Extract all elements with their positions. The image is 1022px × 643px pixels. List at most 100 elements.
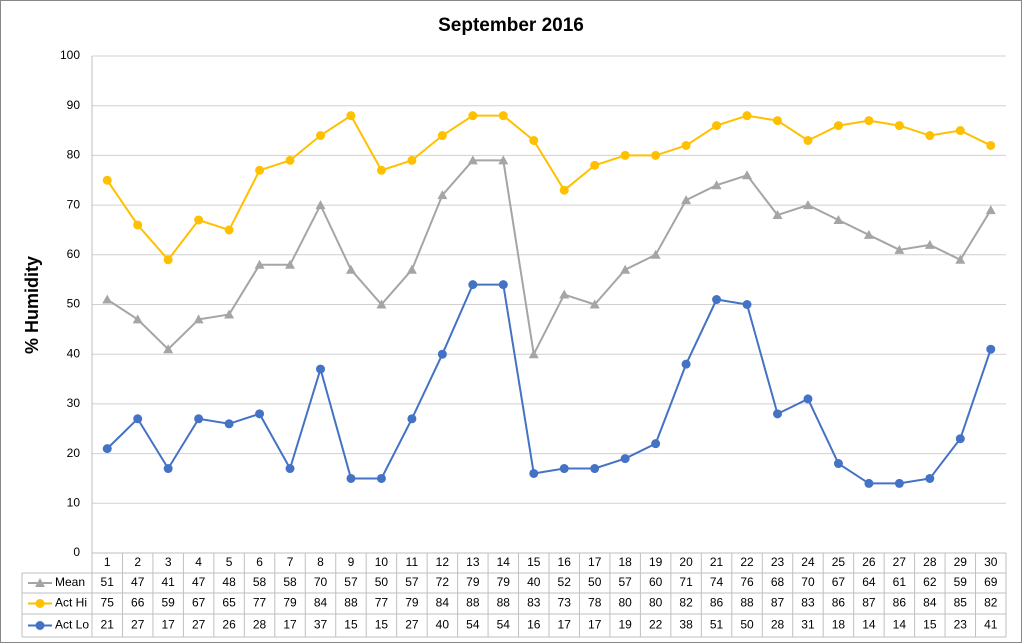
point — [437, 190, 448, 200]
table-value: 31 — [801, 618, 815, 632]
point — [498, 155, 509, 165]
point — [163, 464, 173, 474]
x-tick-label: 10 — [375, 555, 389, 569]
point — [437, 131, 447, 141]
point — [376, 299, 387, 309]
point — [498, 111, 508, 121]
point — [712, 121, 722, 131]
table-value: 37 — [314, 618, 328, 632]
x-tick-label: 5 — [226, 555, 233, 569]
table-value: 87 — [862, 596, 876, 610]
table-value: 28 — [771, 618, 785, 632]
table-value: 23 — [954, 618, 968, 632]
point — [194, 215, 204, 225]
table-value: 67 — [832, 575, 846, 589]
point — [133, 414, 143, 424]
point — [589, 299, 600, 309]
x-tick-label: 7 — [287, 555, 294, 569]
table-value: 84 — [314, 596, 328, 610]
table-value: 80 — [649, 596, 663, 610]
point — [864, 478, 874, 488]
point — [467, 155, 478, 165]
y-tick-label: 10 — [67, 495, 81, 509]
table-value: 67 — [192, 596, 206, 610]
point — [955, 434, 965, 444]
point — [620, 264, 631, 274]
x-tick-label: 20 — [679, 555, 693, 569]
table-value: 57 — [344, 575, 358, 589]
table-value: 17 — [558, 618, 572, 632]
table-value: 16 — [527, 618, 541, 632]
point — [651, 439, 661, 449]
x-tick-label: 4 — [195, 555, 202, 569]
point — [742, 170, 753, 180]
table-value: 59 — [161, 596, 175, 610]
table-value: 54 — [466, 618, 480, 632]
point — [193, 314, 204, 324]
point — [681, 195, 692, 205]
table-value: 22 — [649, 618, 663, 632]
table-value: 19 — [618, 618, 632, 632]
table-value: 27 — [405, 618, 419, 632]
series-line — [106, 159, 992, 358]
table-value: 41 — [984, 618, 998, 632]
x-tick-label: 12 — [436, 555, 450, 569]
point — [407, 414, 417, 424]
table-value: 59 — [954, 575, 968, 589]
legend-marker — [35, 599, 45, 608]
point — [803, 135, 813, 145]
table-value: 58 — [253, 575, 267, 589]
table-value: 57 — [405, 575, 419, 589]
point — [468, 111, 478, 121]
table-value: 84 — [436, 596, 450, 610]
table-value: 83 — [801, 596, 815, 610]
table-value: 82 — [984, 596, 998, 610]
point — [681, 140, 691, 150]
point — [802, 200, 813, 210]
table-value: 79 — [497, 575, 511, 589]
point — [803, 394, 813, 404]
point — [316, 364, 325, 374]
table-value: 76 — [740, 575, 754, 589]
point — [742, 111, 752, 121]
y-axis-label: % Humidity — [22, 256, 42, 354]
point — [955, 126, 965, 136]
legend-marker — [35, 578, 45, 587]
table-value: 88 — [740, 596, 754, 610]
point — [346, 111, 356, 121]
table-value: 41 — [161, 575, 175, 589]
point — [315, 200, 326, 210]
table-value: 61 — [893, 575, 907, 589]
x-tick-label: 30 — [984, 555, 998, 569]
table-value: 47 — [131, 575, 145, 589]
table-value: 26 — [222, 618, 236, 632]
point — [346, 473, 356, 483]
x-tick-label: 1 — [104, 555, 111, 569]
x-tick-label: 16 — [558, 555, 572, 569]
table-value: 51 — [710, 618, 724, 632]
table-value: 78 — [588, 596, 602, 610]
table-value: 54 — [497, 618, 511, 632]
x-tick-label: 28 — [923, 555, 937, 569]
table-value: 21 — [101, 618, 115, 632]
x-tick-label: 9 — [348, 555, 355, 569]
table-value: 82 — [679, 596, 693, 610]
point — [590, 464, 600, 474]
table-value: 73 — [558, 596, 572, 610]
point — [285, 155, 295, 165]
point — [620, 150, 630, 160]
x-tick-label: 24 — [801, 555, 815, 569]
point — [163, 344, 174, 354]
x-tick-label: 27 — [893, 555, 907, 569]
point — [376, 473, 386, 483]
x-tick-label: 15 — [527, 555, 541, 569]
table-value: 88 — [466, 596, 480, 610]
point — [133, 220, 143, 230]
table-value: 79 — [283, 596, 297, 610]
point — [650, 249, 661, 259]
table-value: 14 — [893, 618, 907, 632]
table-value: 86 — [893, 596, 907, 610]
y-tick-label: 80 — [67, 148, 81, 162]
point — [102, 444, 112, 454]
point — [254, 259, 265, 269]
